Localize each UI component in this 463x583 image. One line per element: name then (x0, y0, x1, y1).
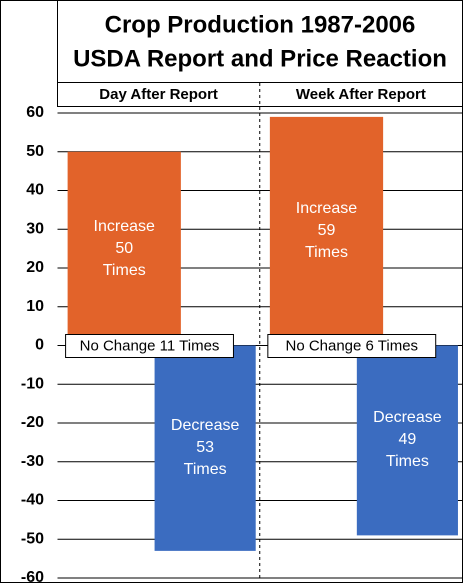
no-change-box (65, 334, 234, 358)
bar-label-box: Increase 59 Times (295, 200, 358, 262)
bar-label-box: Decrease 49 Times (373, 409, 442, 471)
y-tick-label: 50 (26, 143, 44, 160)
category-label: Day After Report (99, 86, 218, 103)
y-tick-label: -60 (21, 569, 44, 583)
y-tick-label: -30 (21, 453, 44, 470)
bar-label: Increase 50 Times (93, 217, 155, 279)
y-tick-label: 40 (26, 182, 44, 199)
y-tick-label: 30 (26, 220, 44, 237)
bar-label: Decrease 53 Times (170, 417, 240, 479)
y-tick-label: -20 (21, 414, 44, 431)
category-label: Week After Report (296, 86, 426, 103)
bar-label: Increase 59 Times (295, 200, 358, 262)
y-tick-label: -50 (21, 530, 44, 547)
no-change-label: No Change 11 Times (80, 337, 220, 354)
bar-label: Decrease 49 Times (373, 409, 442, 471)
bar-label-box: Increase 50 Times (93, 217, 155, 279)
no-change-box (267, 334, 437, 358)
y-tick-label: 0 (35, 337, 44, 354)
header-row (57, 82, 463, 107)
y-tick-label: 20 (26, 259, 44, 276)
bar (67, 151, 181, 346)
chart-title: Crop Production 1987-2006 (105, 11, 416, 38)
chart-subtitle: USDA Report and Price Reaction (73, 45, 447, 72)
y-tick-label: -40 (21, 492, 44, 509)
bar (154, 345, 256, 551)
title-box (57, 0, 463, 83)
y-tick-label: 10 (26, 298, 44, 315)
y-tick-label: 60 (26, 104, 44, 121)
no-change-label: No Change 6 Times (285, 337, 418, 354)
bar-label-box: Decrease 53 Times (170, 417, 240, 479)
bar (356, 345, 458, 536)
y-tick-label: -10 (21, 375, 44, 392)
bar (269, 116, 384, 346)
